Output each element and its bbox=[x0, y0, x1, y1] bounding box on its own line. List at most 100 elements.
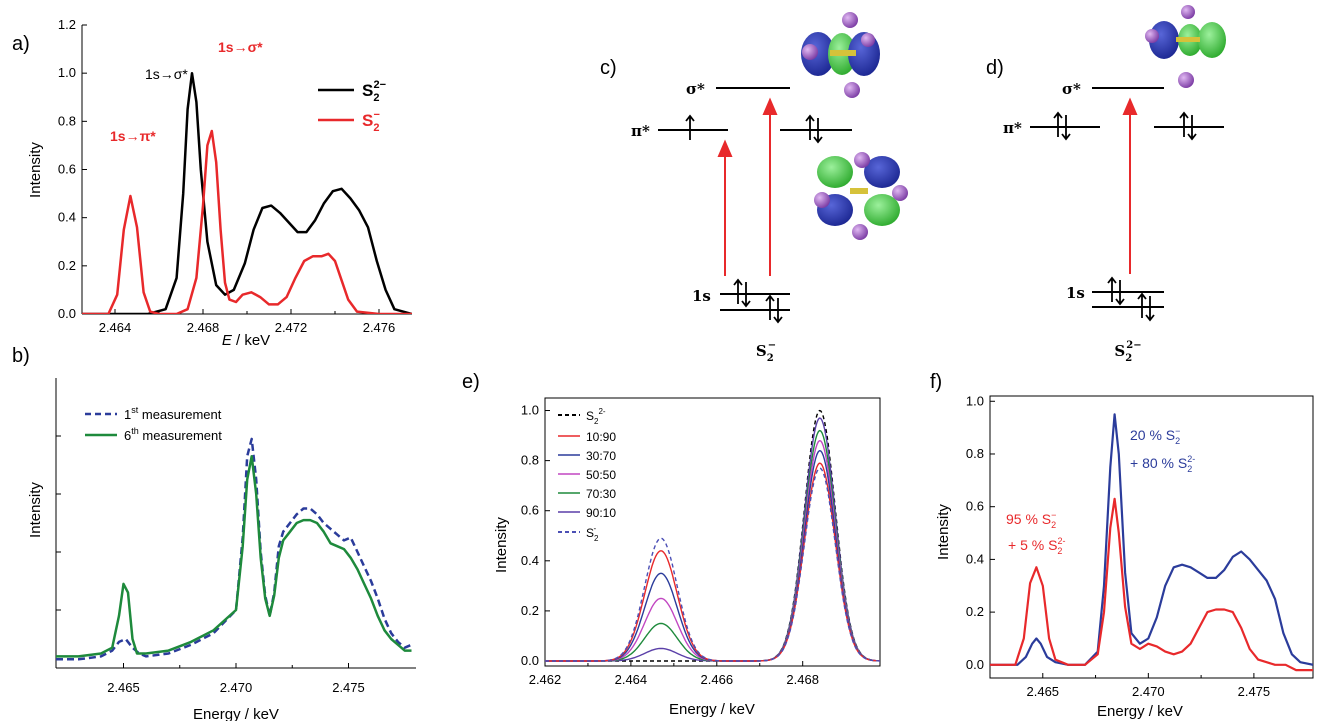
y-tick-label: 1.2 bbox=[58, 17, 76, 32]
x-tick-label: 2.468 bbox=[187, 320, 220, 335]
panel-label-b: b) bbox=[12, 345, 30, 367]
x-tick-label: 2.464 bbox=[99, 320, 132, 335]
panel-label-e: e) bbox=[462, 371, 480, 393]
electron-arrows-1s-d bbox=[1107, 276, 1155, 322]
annotation-f-blue-line1: 20 % S2− bbox=[1130, 426, 1180, 446]
chart-e-legend: S22- 10:90 30:70 50:50 70:30 90:10 S2- bbox=[558, 407, 616, 543]
x-tick-label: 2.465 bbox=[1027, 684, 1060, 699]
legend-label-e-70-30: 70:30 bbox=[586, 487, 616, 501]
y-tick-label: 1.0 bbox=[58, 65, 76, 80]
y-tick-label: 0.8 bbox=[966, 446, 984, 461]
legend-label-s2-2minus: S22− bbox=[362, 79, 386, 104]
chart-e-ylabel: Intensity bbox=[493, 517, 510, 573]
label-1s-c: 1s bbox=[692, 287, 711, 305]
orbital-sigma-star-d-image bbox=[1145, 5, 1226, 88]
species-label-d: S22− bbox=[1114, 340, 1141, 364]
y-tick-label: 0.6 bbox=[966, 499, 984, 514]
x-tick-label: 2.468 bbox=[786, 672, 819, 687]
chart-a: Intensity E / keV S22− S2− 1s→σ* 1s→σ* 1… bbox=[27, 17, 412, 349]
panel-label-c: c) bbox=[600, 57, 617, 79]
x-tick-label: 2.466 bbox=[701, 672, 734, 687]
annotation-a-black-sigma: 1s→σ* bbox=[145, 66, 188, 82]
x-tick-label: 2.462 bbox=[529, 672, 562, 687]
transition-arrows-c bbox=[717, 97, 778, 276]
y-tick-label: 1.0 bbox=[521, 403, 539, 418]
chart-a-ylabel: Intensity bbox=[27, 142, 44, 198]
y-tick-label: 0.0 bbox=[966, 657, 984, 672]
series-line-f-1 bbox=[990, 497, 1313, 672]
y-tick-label: 0.6 bbox=[58, 162, 76, 177]
y-tick-label: 0.0 bbox=[58, 306, 76, 321]
x-tick-label: 2.472 bbox=[275, 320, 308, 335]
transition-arrows-d bbox=[1122, 97, 1138, 274]
label-sigma-star-d: σ* bbox=[1062, 80, 1081, 98]
y-tick-label: 0.2 bbox=[521, 603, 539, 618]
legend-label-e-90-10: 90:10 bbox=[586, 506, 616, 520]
mo-diagram-c: c) σ* π* 1s S2− bbox=[600, 12, 908, 364]
orbital-pi-star-c-image bbox=[814, 152, 908, 240]
legend-label-e-10-90: 10:90 bbox=[586, 430, 616, 444]
chart-b-xlabel: Energy / keV bbox=[193, 706, 279, 721]
annotation-f-blue-line2: + 80 % S22- bbox=[1130, 454, 1195, 474]
legend-label-e-s2-minus: S2- bbox=[586, 524, 599, 543]
x-tick-label: 2.464 bbox=[615, 672, 648, 687]
series-line-a-0 bbox=[82, 71, 412, 314]
legend-label-b-first: 1st measurement bbox=[124, 405, 222, 422]
y-tick-label: 0.4 bbox=[966, 551, 984, 566]
y-tick-label: 1.0 bbox=[966, 393, 984, 408]
x-tick-label: 2.475 bbox=[1238, 684, 1271, 699]
chart-f: Intensity Energy / keV 20 % S2− + 80 % S… bbox=[935, 393, 1314, 720]
series-line-a-1 bbox=[82, 129, 412, 314]
legend-label-e-30-70: 30:70 bbox=[586, 449, 616, 463]
plot-frame bbox=[989, 395, 1314, 679]
chart-a-xlabel: E / keV bbox=[222, 332, 270, 349]
y-tick-label: 0.2 bbox=[966, 604, 984, 619]
y-tick-label: 0.2 bbox=[58, 258, 76, 273]
series-line-b-1 bbox=[56, 455, 412, 658]
legend-label-e-s2-2minus: S22- bbox=[586, 407, 606, 426]
electron-arrows-1s-c bbox=[733, 278, 783, 324]
x-tick-label: 2.475 bbox=[332, 680, 365, 695]
label-1s-d: 1s bbox=[1066, 284, 1085, 302]
y-tick-label: 0.8 bbox=[521, 453, 539, 468]
x-tick-label: 2.470 bbox=[220, 680, 253, 695]
label-pi-star-c: π* bbox=[631, 122, 650, 140]
x-tick-label: 2.470 bbox=[1132, 684, 1165, 699]
annotation-f-red-line1: 95 % S2− bbox=[1006, 510, 1056, 530]
y-tick-label: 0.6 bbox=[521, 503, 539, 518]
chart-b: Intensity Energy / keV 1st measurement 6… bbox=[27, 378, 416, 721]
x-tick-label: 2.476 bbox=[363, 320, 396, 335]
species-label-c: S2− bbox=[756, 340, 776, 364]
chart-f-xlabel: Energy / keV bbox=[1097, 703, 1183, 720]
annotation-a-red-pi: 1s→π* bbox=[110, 128, 156, 144]
x-tick-label: 2.465 bbox=[107, 680, 140, 695]
electron-arrows-pi-d bbox=[1053, 111, 1197, 141]
series-line-b-0 bbox=[56, 437, 412, 661]
legend-label-e-50-50: 50:50 bbox=[586, 468, 616, 482]
orbital-sigma-star-c-image bbox=[801, 12, 880, 98]
label-pi-star-d: π* bbox=[1003, 119, 1022, 137]
legend-label-s2-minus: S2− bbox=[362, 109, 380, 134]
chart-f-ylabel: Intensity bbox=[935, 504, 952, 560]
series-line-e-5 bbox=[545, 462, 880, 662]
chart-e: Intensity Energy / keV S22- 10:90 30:70 … bbox=[493, 397, 881, 718]
annotation-a-red-sigma: 1s→σ* bbox=[218, 39, 263, 55]
legend-label-b-sixth: 6th measurement bbox=[124, 426, 222, 443]
panel-label-a: a) bbox=[12, 33, 30, 55]
electron-arrows-pi-c bbox=[685, 114, 823, 144]
panel-label-f: f) bbox=[930, 371, 942, 393]
y-tick-label: 0.4 bbox=[521, 553, 539, 568]
y-tick-label: 0.4 bbox=[58, 210, 76, 225]
y-tick-label: 0.8 bbox=[58, 113, 76, 128]
chart-b-ylabel: Intensity bbox=[27, 482, 44, 538]
series-line-e-6 bbox=[545, 467, 880, 662]
mo-diagram-d: d) σ* π* 1s S22− bbox=[986, 5, 1226, 364]
panel-label-d: d) bbox=[986, 57, 1004, 79]
series-line-f-0 bbox=[990, 413, 1313, 666]
chart-e-xlabel: Energy / keV bbox=[669, 701, 755, 718]
y-tick-label: 0.0 bbox=[521, 653, 539, 668]
annotation-f-red-line2: + 5 % S22- bbox=[1008, 536, 1065, 556]
plot-frame bbox=[544, 397, 881, 667]
label-sigma-star-c: σ* bbox=[686, 80, 705, 98]
